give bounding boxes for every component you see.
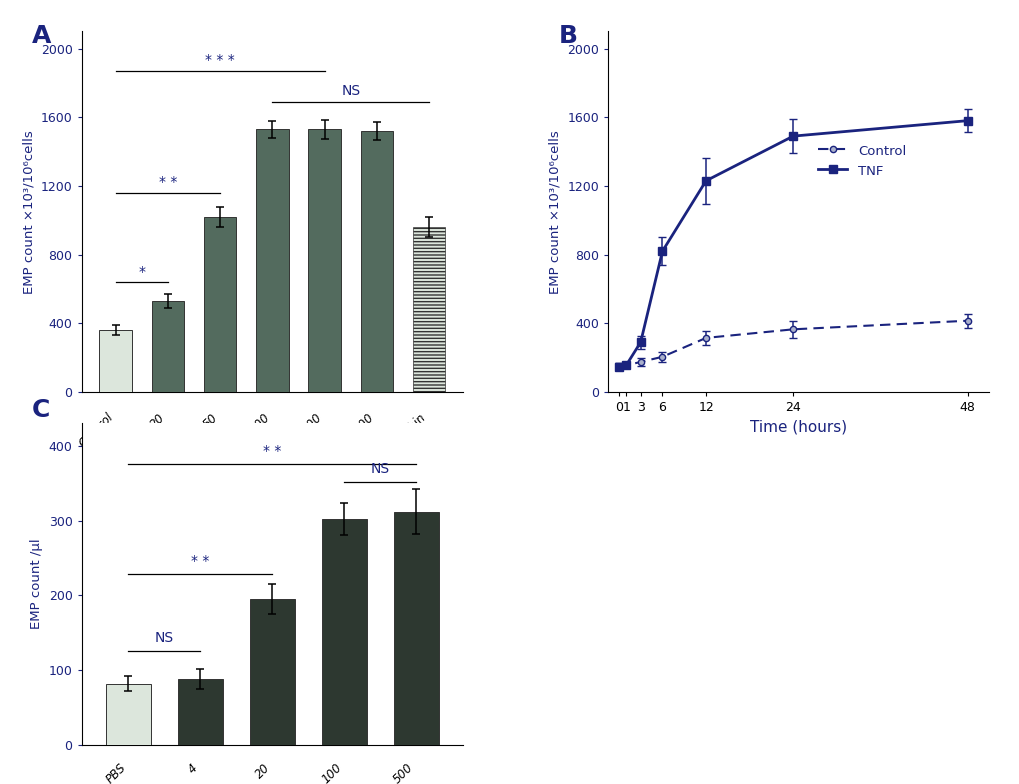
Bar	[152, 301, 183, 392]
Text: B: B	[557, 24, 577, 48]
Text: C: C	[32, 397, 50, 422]
Bar	[393, 512, 438, 745]
Bar	[99, 330, 131, 392]
Text: * * *: * * *	[205, 53, 234, 67]
Bar	[361, 131, 392, 392]
Y-axis label: EMP count ×10³/10⁶cells: EMP count ×10³/10⁶cells	[22, 130, 35, 293]
Text: 20: 20	[148, 411, 168, 430]
Text: 400: 400	[352, 411, 376, 436]
Text: （ng/ml）: （ng/ml）	[299, 457, 350, 470]
Text: Control: Control	[75, 411, 115, 451]
Legend: Control, TNF: Control, TNF	[812, 139, 910, 183]
Text: PBS: PBS	[103, 761, 128, 784]
Text: * *: * *	[159, 176, 177, 190]
Text: NS: NS	[155, 630, 174, 644]
Bar	[106, 684, 151, 745]
Bar	[204, 217, 236, 392]
Bar	[322, 519, 366, 745]
Y-axis label: EMP count /μl: EMP count /μl	[31, 539, 43, 630]
Text: 200: 200	[300, 411, 324, 436]
Text: *: *	[138, 265, 145, 278]
Bar	[308, 129, 340, 392]
Y-axis label: EMP count ×10³/10⁶cells: EMP count ×10³/10⁶cells	[548, 130, 561, 293]
Text: NS: NS	[340, 85, 360, 98]
Text: 20: 20	[253, 761, 272, 781]
Text: 100: 100	[247, 411, 272, 436]
Text: * *: * *	[263, 445, 281, 459]
Bar	[250, 599, 294, 745]
Text: 50: 50	[200, 411, 220, 430]
Bar	[256, 129, 288, 392]
Text: Thrombin: Thrombin	[379, 411, 429, 460]
Text: 100: 100	[319, 761, 344, 784]
Text: * *: * *	[191, 554, 209, 568]
Bar	[413, 227, 445, 392]
Text: 4: 4	[185, 761, 200, 775]
X-axis label: Time (hours): Time (hours)	[749, 419, 847, 434]
Text: A: A	[32, 24, 51, 48]
Text: NS: NS	[370, 462, 389, 476]
Text: 500: 500	[390, 761, 416, 784]
Text: TNF: TNF	[260, 457, 284, 470]
Bar	[178, 679, 222, 745]
